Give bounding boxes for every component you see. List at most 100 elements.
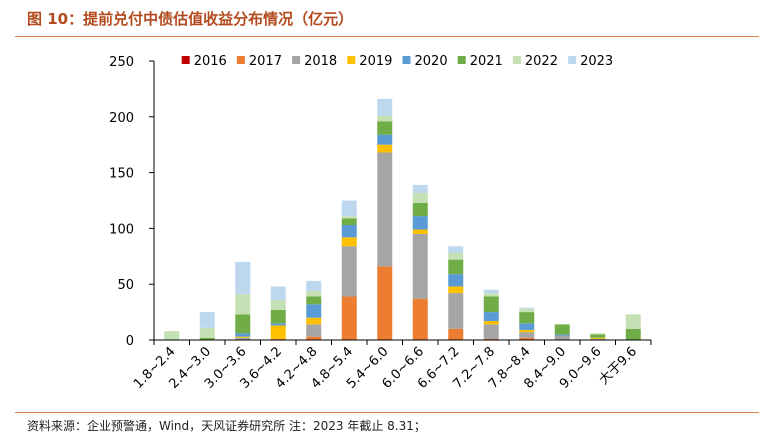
bar-segment-2020: [270, 323, 286, 326]
source-rule: [15, 412, 759, 413]
bar-segment-2017: [519, 337, 535, 340]
bar-segment-2019: [590, 337, 606, 339]
bar-segment-2019: [235, 336, 251, 338]
bar-segment-2020: [519, 323, 535, 330]
bar-segment-2018: [554, 335, 570, 340]
legend-swatch-2022: [512, 56, 521, 64]
bar-segment-2020: [235, 333, 251, 337]
bar-segment-2021: [306, 296, 322, 305]
y-tick-label: 100: [109, 222, 134, 237]
bar-segment-2022: [590, 333, 606, 335]
y-tick-label: 50: [117, 278, 134, 293]
x-tick-label: 大于9.6: [596, 344, 640, 388]
legend-label: 2019: [359, 54, 392, 69]
figure-title: 图 10：提前兑付中债估值收益分布情况（亿元）: [27, 10, 354, 28]
bar-segment-2022: [270, 299, 286, 310]
bar-segment-2019: [306, 317, 322, 325]
figure-source: 资料来源：企业预警通，Wind，天风证券研究所 注：2023 年截止 8.31；: [27, 419, 426, 433]
bar-segment-2022: [412, 192, 428, 203]
bar-segment-2021: [554, 324, 570, 335]
bar-segment-2023: [483, 289, 499, 294]
bar-segment-2022: [164, 331, 180, 340]
stacked-bar-chart: 2016 2017 2018 2019 2020 2021 2022 2023 0 50 100 1…: [109, 54, 652, 392]
bar-segment-2021: [519, 312, 535, 324]
bar-segment-2023: [270, 286, 286, 300]
bar-segment-2021: [199, 337, 215, 340]
bar-segment-2022: [235, 294, 251, 315]
bar-segment-2019: [341, 237, 357, 247]
legend-swatch-2020: [402, 56, 411, 64]
bar-segment-2018: [448, 293, 464, 329]
bar-segment-2021: [270, 309, 286, 324]
bar-segment-2021: [412, 202, 428, 217]
x-axis: 1.8~2.42.4~3.03.0~3.63.6~4.24.2~4.84.8~5…: [131, 339, 652, 392]
y-tick-label: 150: [109, 167, 134, 182]
bar-segment-2020: [448, 274, 464, 287]
bar-segment-2021: [377, 121, 393, 135]
legend-swatch-2021: [457, 56, 466, 64]
bar-segment-2020: [554, 334, 570, 336]
legend-label: 2023: [580, 54, 613, 69]
legend-label: 2020: [415, 54, 448, 69]
bar-segment-2023: [448, 246, 464, 253]
title-rule: [15, 36, 759, 37]
y-tick-label: 250: [109, 55, 134, 70]
bar-segment-2022: [483, 293, 499, 297]
bar-segment-2020: [483, 312, 499, 322]
bar-segment-2017: [377, 266, 393, 340]
bar-segment-2020: [306, 304, 322, 318]
legend-swatch-2016: [181, 56, 190, 64]
bar-segment-2021: [483, 296, 499, 313]
bar-segment-2019: [519, 329, 535, 333]
legend-label: 2016: [194, 54, 227, 69]
bar-segment-2022: [199, 327, 215, 338]
bar-segment-2017: [306, 336, 322, 340]
bar-segment-2019: [448, 286, 464, 294]
bar-segment-2022: [519, 308, 535, 313]
bar-segment-2018: [412, 233, 428, 299]
bar-segment-2023: [519, 307, 535, 309]
legend-label: 2018: [304, 54, 337, 69]
bar-segment-2023: [412, 184, 428, 193]
bar-segment-2018: [235, 337, 251, 340]
bar-segment-2021: [590, 334, 606, 338]
bar-segment-2018: [306, 324, 322, 337]
bar-segment-2020: [412, 216, 428, 230]
bar-segment-2021: [625, 328, 641, 340]
bar-segment-2023: [377, 98, 393, 116]
legend-swatch-2019: [347, 56, 356, 64]
bar-segment-2023: [199, 312, 215, 328]
legend-label: 2021: [470, 54, 503, 69]
bar-segment-2023: [306, 280, 322, 291]
bar-segment-2022: [448, 252, 464, 260]
bar-segment-2019: [483, 321, 499, 325]
bars: [164, 98, 641, 340]
legend-label: 2022: [525, 54, 558, 69]
bar-segment-2017: [270, 338, 286, 340]
bar-segment-2022: [341, 216, 357, 219]
legend-swatch-2017: [236, 56, 245, 64]
bar-segment-2023: [235, 261, 251, 295]
bar-segment-2021: [235, 314, 251, 334]
bar-segment-2022: [377, 115, 393, 122]
legend-swatch-2018: [292, 56, 301, 64]
bar-segment-2021: [341, 218, 357, 226]
bar-segment-2022: [306, 290, 322, 297]
legend-label: 2017: [249, 54, 282, 69]
y-tick-label: 200: [109, 111, 134, 126]
bar-segment-2018: [519, 332, 535, 338]
y-axis: 0 50 100 150 200 250: [109, 55, 155, 349]
y-tick-label: 0: [126, 334, 134, 349]
chart-legend: 2016 2017 2018 2019 2020 2021 2022 2023: [181, 54, 613, 69]
bar-segment-2021: [448, 259, 464, 275]
bar-segment-2018: [377, 152, 393, 267]
bar-segment-2023: [341, 200, 357, 217]
bar-segment-2017: [412, 298, 428, 340]
bar-segment-2017: [483, 338, 499, 340]
bar-segment-2019: [377, 144, 393, 153]
bar-segment-2018: [483, 324, 499, 339]
bar-segment-2019: [270, 325, 286, 339]
bar-segment-2017: [341, 296, 357, 340]
bar-segment-2018: [341, 246, 357, 297]
bar-segment-2017: [448, 328, 464, 340]
